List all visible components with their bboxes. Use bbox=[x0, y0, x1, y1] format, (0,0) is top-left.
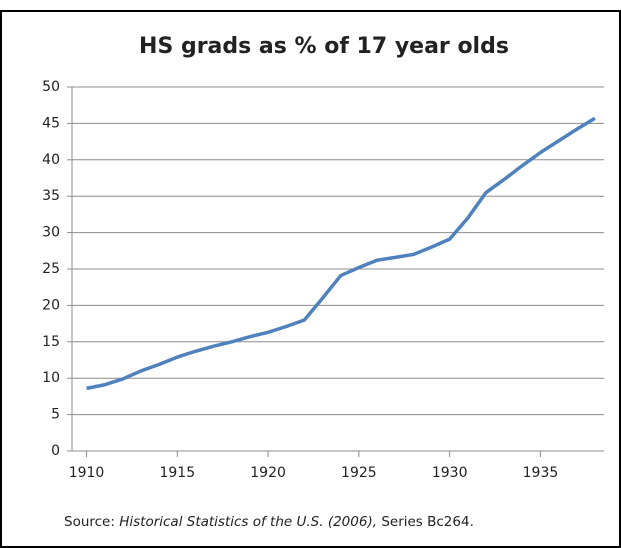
source-suffix: Series Bc264. bbox=[381, 514, 474, 530]
y-tick-label: 25 bbox=[42, 261, 60, 277]
source-note: Source: Historical Statistics of the U.S… bbox=[64, 514, 474, 530]
data-line bbox=[86, 116, 596, 391]
y-tick-label: 5 bbox=[51, 407, 60, 423]
x-tick-label: 1925 bbox=[341, 465, 377, 481]
x-tick-label: 1910 bbox=[69, 465, 105, 481]
x-tick-label: 1920 bbox=[250, 465, 286, 481]
x-tick-label: 1930 bbox=[432, 465, 468, 481]
frame bbox=[0, 10, 621, 548]
x-tick-label: 1935 bbox=[523, 465, 559, 481]
y-tick-label: 40 bbox=[42, 152, 60, 168]
y-tick-label: 20 bbox=[42, 297, 60, 313]
y-tick-label: 15 bbox=[42, 334, 60, 350]
y-tick-label: 0 bbox=[51, 443, 60, 459]
y-tick-label: 30 bbox=[42, 225, 60, 241]
y-tick-label: 35 bbox=[42, 188, 60, 204]
source-prefix: Source: bbox=[64, 514, 115, 530]
x-tick-label: 1915 bbox=[159, 465, 195, 481]
y-tick-label: 45 bbox=[42, 115, 60, 131]
source-title: Historical Statistics of the U.S. (2006)… bbox=[119, 514, 377, 530]
y-tick-label: 50 bbox=[42, 79, 60, 95]
y-tick-label: 10 bbox=[42, 370, 60, 386]
chart-title: HS grads as % of 17 year olds bbox=[139, 34, 509, 59]
